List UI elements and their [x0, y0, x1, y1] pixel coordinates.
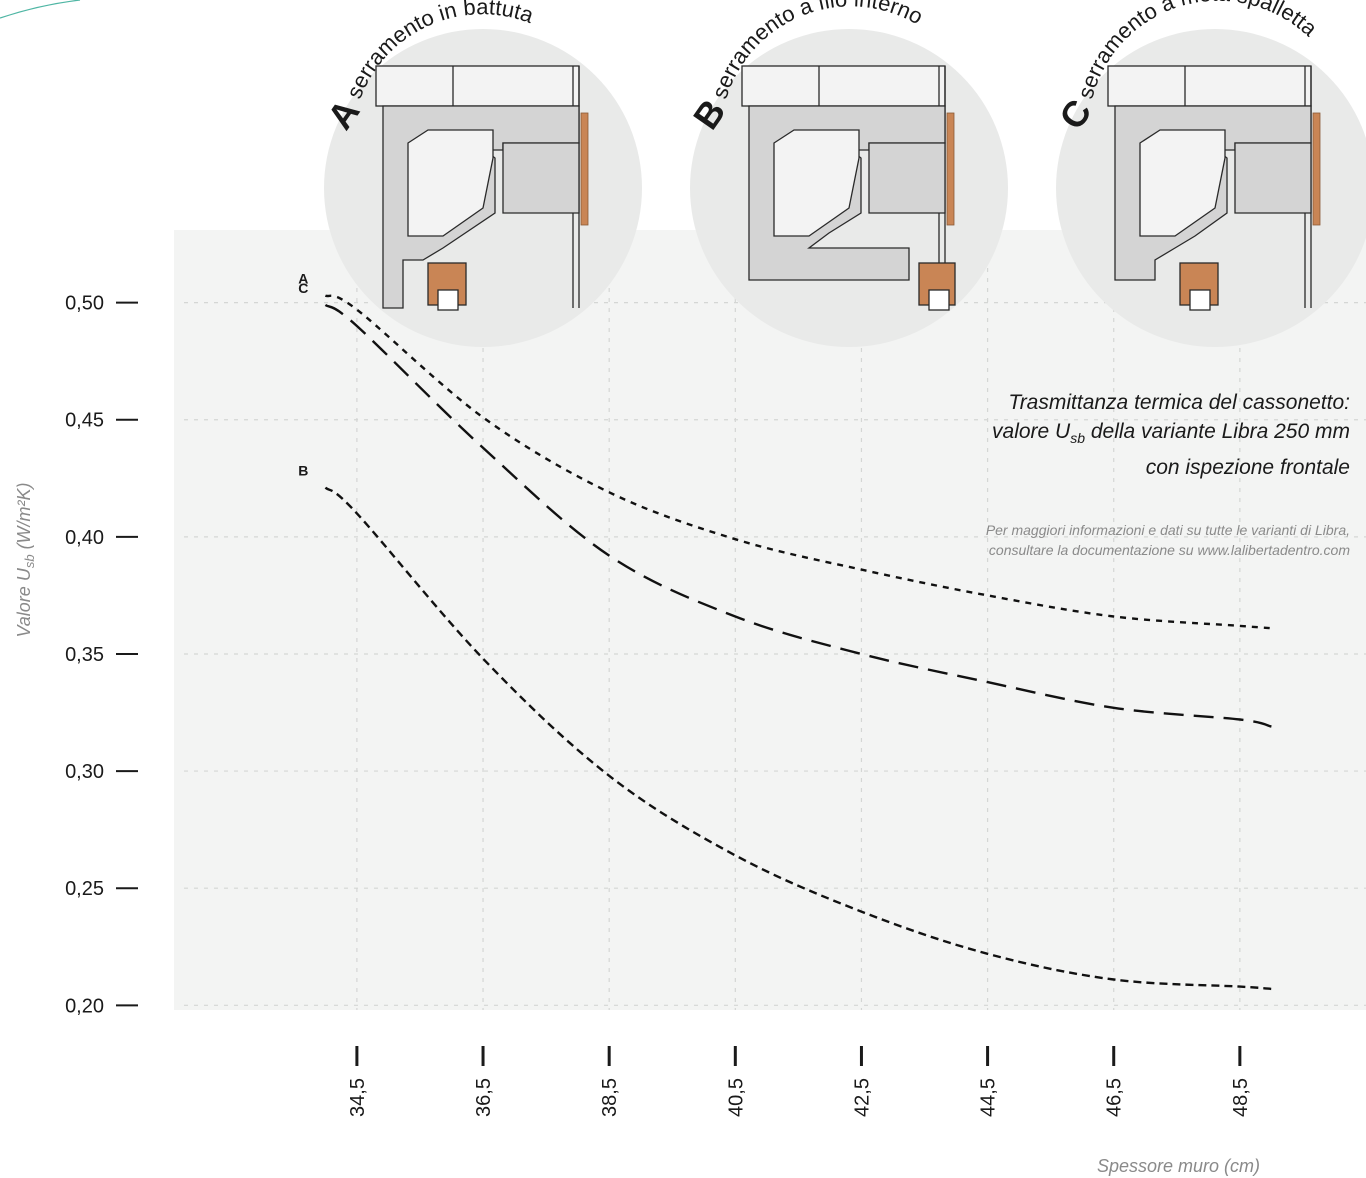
detail-a-wood-strip: [580, 112, 589, 226]
detail-c-section: [1107, 65, 1312, 311]
series-line-a: [324, 294, 1272, 630]
series-line-c: [324, 303, 1272, 728]
note-title-line-3: con ispezione frontale: [1145, 456, 1350, 480]
y-axis: 0,20 0,25 0,30 0,35 0,40 0,45 0,50: [65, 293, 138, 1017]
x-tick-label: 38,5: [599, 1078, 621, 1117]
y-tick-label: 0,40: [65, 527, 104, 549]
chart-note-subtitle: Per maggiori informazioni e dati su tutt…: [790, 520, 1350, 560]
plot-area: [174, 230, 1366, 1010]
y-tick-label: 0,30: [65, 761, 104, 783]
chart-note-title: Trasmittanza termica del cassonetto: val…: [830, 388, 1350, 482]
detail-a-section: [375, 65, 580, 311]
x-tick-label: 44,5: [978, 1078, 1000, 1117]
series-label-b: B: [298, 463, 308, 479]
x-tick-label: 48,5: [1230, 1078, 1252, 1117]
detail-c-wood-strip: [1312, 112, 1321, 226]
detail-b-wood-strip: [946, 112, 955, 226]
note-sub-line-1: Per maggiori informazioni e dati su tutt…: [985, 522, 1350, 538]
x-tick-label: 34,5: [347, 1078, 369, 1117]
detail-b-section: [741, 65, 956, 311]
y-tick-label: 0,50: [65, 293, 104, 315]
note-title-line-1: Trasmittanza termica del cassonetto:: [1008, 391, 1350, 414]
corner-decoration: [0, 0, 81, 19]
detail-a-drawing: [324, 29, 642, 347]
y-tick-label: 0,20: [65, 995, 104, 1017]
x-tick-label: 42,5: [851, 1078, 873, 1117]
y-axis-title: Valore Usb (W/m²K): [14, 482, 37, 637]
series-label-a: A: [298, 271, 308, 287]
x-axis-title: Spessore muro (cm): [1097, 1156, 1260, 1176]
series-labels: AC B: [298, 271, 308, 479]
note-sub-line-2: consultare la documentazione su www.lali…: [988, 542, 1350, 558]
y-tick-label: 0,35: [65, 644, 104, 666]
note-title-line-2: valore Usb della variante Libra 250 mm: [992, 420, 1350, 447]
y-tick-label: 0,45: [65, 410, 104, 432]
x-axis: 34,5 36,5 38,5 40,5 42,5 44,5 46,5 48,5: [347, 1046, 1252, 1117]
detail-b-drawing: [690, 29, 1008, 347]
y-tick-label: 0,25: [65, 878, 104, 900]
detail-c-drawing: [1056, 29, 1366, 347]
window-details: [324, 29, 1366, 347]
x-tick-label: 36,5: [473, 1078, 495, 1117]
x-tick-label: 40,5: [725, 1078, 747, 1117]
series-lines: [324, 294, 1272, 991]
x-tick-label: 46,5: [1104, 1078, 1126, 1117]
series-label-c: C: [298, 280, 308, 296]
